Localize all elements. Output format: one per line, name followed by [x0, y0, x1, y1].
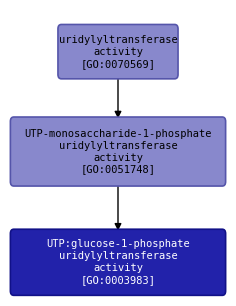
Text: UTP:glucose-1-phosphate
uridylyltransferase
activity
[GO:0003983]: UTP:glucose-1-phosphate uridylyltransfer… [46, 239, 190, 285]
Text: uridylyltransferase
activity
[GO:0070569]: uridylyltransferase activity [GO:0070569… [59, 35, 177, 69]
Text: UTP-monosaccharide-1-phosphate
uridylyltransferase
activity
[GO:0051748]: UTP-monosaccharide-1-phosphate uridylylt… [24, 129, 212, 174]
FancyBboxPatch shape [10, 117, 226, 186]
FancyBboxPatch shape [58, 24, 178, 79]
FancyBboxPatch shape [10, 229, 226, 295]
